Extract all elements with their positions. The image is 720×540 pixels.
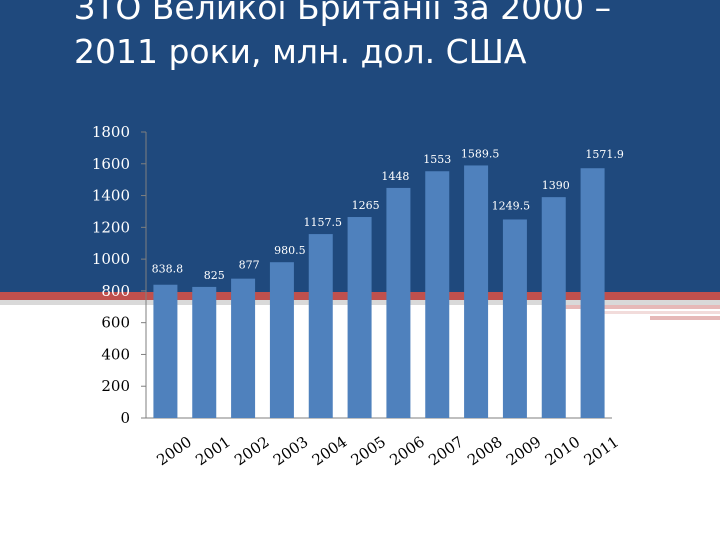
bar-2011 <box>580 168 605 418</box>
bar-2000 <box>153 284 178 418</box>
x-tick-label: 2000 <box>153 433 195 470</box>
data-label: 838.8 <box>152 263 184 276</box>
y-tick-label: 800 <box>101 282 130 300</box>
y-tick-label: 600 <box>101 314 130 332</box>
bar-2010 <box>541 197 566 418</box>
bar-2005 <box>347 217 372 418</box>
x-tick-label: 2001 <box>192 433 234 470</box>
x-tick-label: 2006 <box>386 433 428 470</box>
x-tick-label: 2009 <box>503 433 545 470</box>
bar-2006 <box>386 187 411 418</box>
data-label: 1390 <box>542 179 570 192</box>
slide-title: ЗТО Великої Британії за 2000 – 2011 роки… <box>74 0 612 71</box>
y-tick-label: 1000 <box>92 250 130 268</box>
x-tick-label: 2005 <box>348 433 390 470</box>
data-label: 1553 <box>423 153 451 166</box>
y-tick-label: 1600 <box>92 155 130 173</box>
data-label: 1448 <box>381 170 409 183</box>
bar-2003 <box>269 262 294 418</box>
x-tick-label: 2008 <box>464 433 506 470</box>
y-tick-label: 1800 <box>92 123 130 141</box>
data-label: 1249.5 <box>492 199 531 212</box>
data-label: 1157.5 <box>304 216 343 229</box>
bar-2007 <box>425 171 450 418</box>
y-tick-label: 200 <box>101 377 130 395</box>
x-tick-label: 2004 <box>309 433 351 470</box>
accent-stripe-pink <box>650 316 720 320</box>
y-tick-label: 1400 <box>92 187 130 205</box>
data-label: 825 <box>204 269 225 282</box>
x-tick-label: 2003 <box>270 433 312 470</box>
y-tick-label: 400 <box>101 345 130 363</box>
data-label: 980.5 <box>274 244 306 257</box>
y-tick-label: 1200 <box>92 218 130 236</box>
x-tick-label: 2007 <box>425 433 467 470</box>
data-label: 1265 <box>352 199 380 212</box>
bar-2004 <box>308 234 333 418</box>
bar-2008 <box>464 165 489 418</box>
x-tick-label: 2010 <box>542 433 584 470</box>
bar-2009 <box>502 219 527 418</box>
accent-stripe-pink <box>600 311 720 314</box>
x-tick-label: 2002 <box>231 433 273 470</box>
accent-stripe-pink <box>560 305 720 309</box>
bar-2001 <box>192 286 217 418</box>
data-label: 1571.9 <box>585 148 624 161</box>
x-tick-label: 2011 <box>581 433 623 470</box>
bar-2002 <box>231 278 256 418</box>
y-tick-label: 0 <box>120 409 130 427</box>
data-label: 877 <box>239 259 260 272</box>
data-label: 1589.5 <box>461 147 500 160</box>
